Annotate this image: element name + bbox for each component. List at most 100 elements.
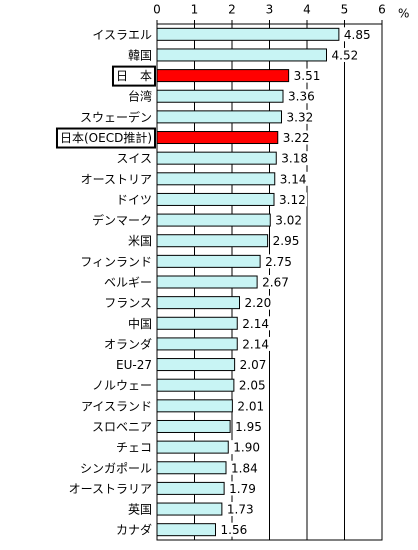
value-label-bg [286,89,316,104]
bar [156,358,236,372]
value-label-bg [235,398,266,413]
value-label-bg [291,68,322,83]
value-label: 3.02 [275,214,302,228]
bar [156,523,216,537]
value-label: 2.20 [245,296,272,310]
y-tick-label: EU-27 [116,358,152,372]
value-label-bg [240,316,271,331]
bar [156,254,261,268]
value-label: 2.05 [239,379,266,393]
value-label: 2.95 [273,234,300,248]
value-label: 2.14 [242,337,269,351]
y-tick-label: スイス [116,152,152,166]
bar [156,89,284,103]
value-label-bg [277,171,308,186]
value-label: 2.14 [242,317,269,331]
x-tick-label: 4 [303,3,311,17]
y-tick-label: デンマーク [92,213,152,228]
x-tick-label: 0 [153,3,161,17]
bar [156,213,271,227]
value-label-bg [277,192,307,207]
value-label: 1.95 [235,420,262,434]
value-label-bg [284,109,315,124]
y-tick-label: オーストラリア [69,482,152,496]
value-label: 3.12 [279,193,306,207]
bar [156,419,231,433]
bar [156,337,238,351]
value-label-bg [270,233,301,248]
bar [156,151,277,165]
bar [156,275,258,289]
y-tick-label: 米国 [128,234,152,248]
bar [156,192,275,206]
value-label: 3.51 [294,69,321,83]
value-label-bg [233,419,264,434]
value-label-bg [231,440,262,455]
value-label: 4.52 [332,48,359,62]
x-tick-label: 6 [378,3,386,17]
value-label-bg [224,502,255,517]
value-label: 1.56 [221,523,248,537]
value-label-bg [273,213,304,228]
value-label: 3.18 [281,152,308,166]
y-tick-label: フィンランド [80,255,152,269]
label-box [111,65,156,87]
value-label: 3.22 [283,131,310,145]
value-label: 1.79 [229,482,256,496]
y-tick-label: カナダ [116,522,152,537]
value-label: 2.07 [240,358,267,372]
y-tick-label: ベルギー [104,276,152,290]
bar [156,234,269,248]
bar [156,69,290,83]
y-tick-label: 日本(OECD推計) [60,130,152,145]
value-label-bg [280,130,311,145]
y-tick-label: チェコ [116,441,152,455]
bar [156,27,340,41]
value-label: 3.14 [280,172,307,186]
y-tick-label: イスラエル [92,28,152,42]
bar [156,378,235,392]
bar [156,172,276,186]
value-label-bg [242,295,273,310]
value-label: 3.36 [288,90,315,104]
value-label: 1.73 [227,503,254,517]
y-tick-label: 中国 [128,316,152,331]
y-tick-label: 韓国 [128,48,152,62]
x-tick-label: 5 [341,3,349,17]
x-unit: % [398,7,409,21]
y-tick-label: シンガポール [80,461,152,475]
value-label: 4.85 [344,28,371,42]
bar [156,502,223,516]
value-label: 2.01 [237,399,264,413]
value-label: 2.75 [265,255,292,269]
value-label-bg [227,481,258,496]
bar [156,440,229,454]
bar [156,481,225,495]
value-label: 1.84 [231,461,258,475]
value-label: 2.67 [262,276,289,290]
value-label-bg [229,460,259,475]
bar [156,110,282,124]
x-tick-label: 3 [266,3,274,17]
bar [156,399,233,413]
y-tick-label: フランス [104,296,152,310]
y-tick-label: アイスランド [81,399,152,413]
value-label-bg [260,275,291,289]
value-label: 3.32 [287,110,314,124]
y-tick-label: 英国 [128,503,152,517]
x-tick-label: 1 [191,3,199,17]
bar [156,316,238,330]
bar [156,461,227,475]
value-label-bg [279,151,310,166]
y-tick-label: 日 本 [116,69,152,83]
value-label-bg [240,336,271,351]
y-tick-label: オーストリア [81,172,152,186]
label-box [55,127,156,149]
y-tick-label: スウェーデン [80,109,152,124]
y-tick-label: 台湾 [128,89,152,104]
bar [156,131,279,145]
value-label-bg [341,27,372,42]
value-label-bg [237,357,268,372]
bar [156,48,327,62]
